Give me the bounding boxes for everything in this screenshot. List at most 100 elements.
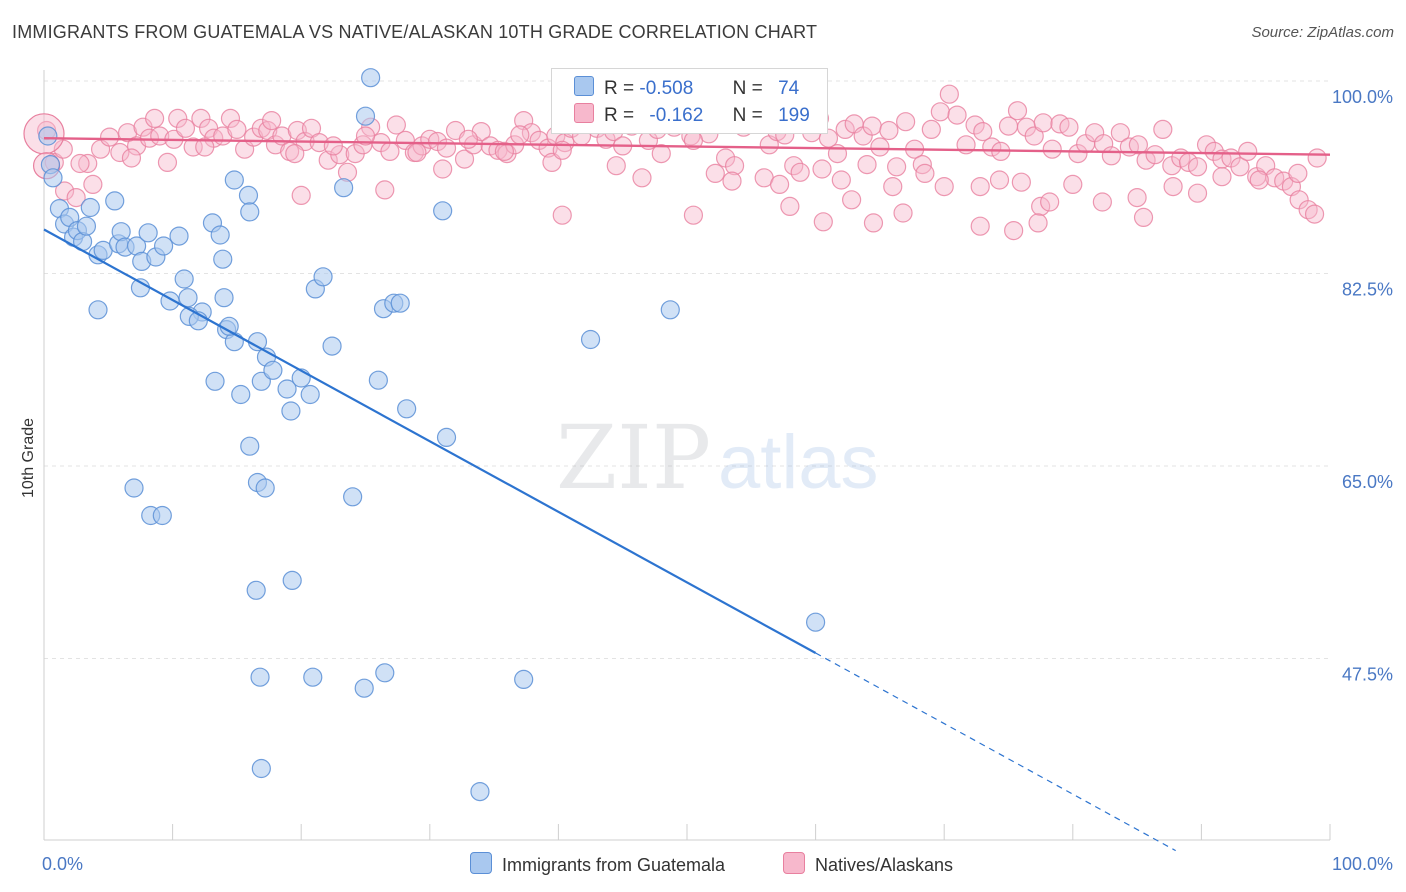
natives-point [870,137,890,157]
legend-swatch-guatemala [574,76,594,96]
natives-point [99,127,120,147]
natives-point [683,205,704,225]
x-tick-label: 0.0% [42,854,83,874]
natives-point [510,125,530,145]
guatemala-point [580,329,601,350]
guatemala-point [174,269,194,289]
natives-point [887,157,907,177]
natives-point [883,177,903,197]
guatemala-point [124,478,144,498]
guatemala-point [205,371,225,391]
natives-point [412,136,432,156]
natives-point [355,126,376,146]
natives-point [175,118,196,138]
natives-point [989,170,1010,190]
natives-point [1204,141,1224,161]
guatemala-point [433,201,453,221]
natives-point [262,110,282,131]
natives-point [1230,157,1250,177]
bottom-legend-natives: Natives/Alaskans [783,852,953,876]
natives-point [78,153,98,174]
bottom-legend-label-guatemala: Immigrants from Guatemala [502,855,726,875]
natives-point [144,108,165,129]
guatemala-point [246,580,266,600]
natives-point [436,138,457,158]
natives-point [386,115,406,135]
natives-point [1153,119,1173,139]
natives-point [1187,183,1208,203]
natives-point [863,213,884,233]
natives-point [862,116,882,136]
natives-point [835,119,855,139]
natives-point [915,163,935,183]
y-tick-label: 100.0% [1332,87,1393,107]
guatemala-point [43,168,63,188]
natives-point [323,136,343,156]
natives-point [1011,172,1031,192]
natives-point [1101,146,1121,166]
natives-point [893,203,913,223]
legend-r-value: -0.508 [639,78,694,99]
guatemala-trend-line [43,228,817,654]
guatemala-points [38,68,826,802]
natives-point [70,153,90,174]
natives-point [1028,213,1048,233]
natives-point [1304,204,1325,224]
natives-point [1110,123,1130,143]
natives-point [812,159,832,179]
guatemala-point [240,436,260,456]
natives-point [879,120,899,141]
natives-point [651,144,671,164]
natives-point [433,159,453,179]
natives-point [896,112,916,132]
guatemala-point [343,487,363,507]
natives-point [1238,141,1258,161]
natives-point [1031,196,1051,216]
guatemala-point [238,185,259,205]
natives-point [1307,148,1327,168]
natives-point [1024,126,1044,146]
guatemala-point [255,478,275,498]
natives-point [1092,192,1112,212]
natives-point [168,108,188,129]
guatemala-point [277,379,297,399]
natives-point [970,216,990,236]
natives-point [191,108,211,129]
natives-point [1059,117,1079,137]
guatemala-trend-extension [815,652,1176,852]
natives-point [494,141,514,161]
natives-point [514,110,534,131]
guatemala-point [368,370,388,390]
natives-point [1212,167,1232,187]
natives-point [54,181,75,201]
guatemala-point [250,667,270,687]
guatemala-point [303,667,323,687]
natives-point [521,123,541,143]
guatemala-point [322,336,342,356]
natives-point [921,119,941,139]
natives-point [1187,157,1208,177]
y-tick-label: 65.0% [1342,472,1393,492]
natives-point [970,177,990,197]
y-tick-label: 82.5% [1342,280,1393,300]
x-tick-label: 100.0% [1332,854,1393,874]
natives-point [195,137,215,157]
natives-point [183,137,203,157]
guatemala-point [38,126,58,146]
natives-point [1042,139,1062,159]
natives-point [227,119,247,139]
guatemala-point [436,427,457,447]
natives-point [66,188,86,208]
tick-labels: 100.0% 82.5% 65.0% 47.5% 0.0% 100.0% [42,87,1393,874]
guatemala-point [251,758,271,779]
guatemala-point [355,106,376,126]
natives-point [939,84,959,104]
natives-point [632,168,652,188]
chart-source: Source: ZipAtlas.com [1251,24,1394,41]
guatemala-point [375,663,395,683]
natives-point [842,190,862,210]
natives-point [121,148,142,168]
grid-lines [44,80,1330,659]
natives-point [1163,177,1183,197]
guatemala-point [282,570,302,591]
